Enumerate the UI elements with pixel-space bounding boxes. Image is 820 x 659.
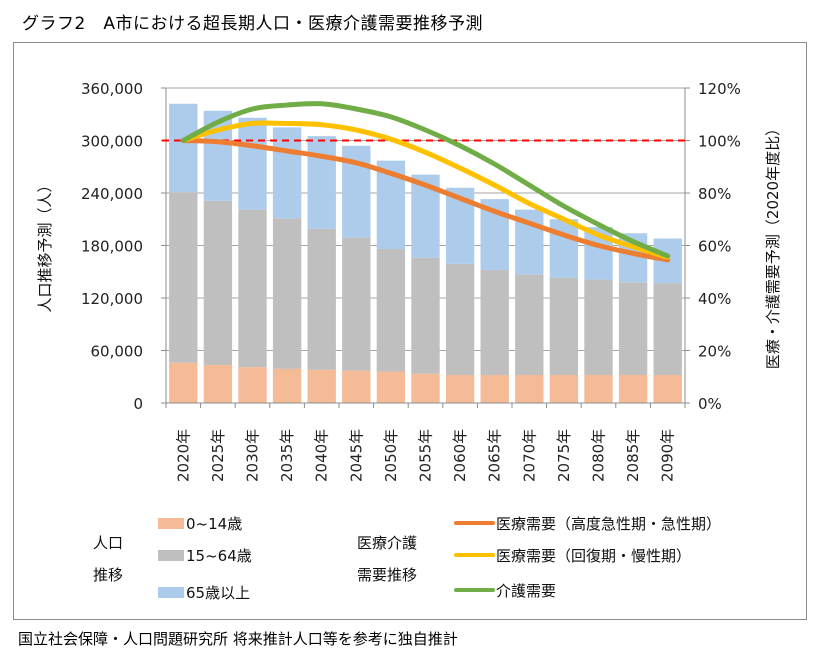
- legend-label: 医療需要（回復期・慢性期）: [496, 547, 691, 565]
- bar-segment: [584, 279, 613, 375]
- bar-segment: [307, 369, 336, 403]
- x-tick-label: 2070年: [520, 429, 538, 482]
- bar-segment: [272, 368, 302, 403]
- bar-segment: [411, 373, 440, 403]
- bar-segment: [653, 375, 682, 403]
- bar-segment: [653, 283, 682, 375]
- bar-segment: [169, 192, 198, 363]
- x-tick-label: 2050年: [382, 429, 400, 482]
- bar-segment: [515, 274, 544, 375]
- bar-segment: [272, 127, 302, 219]
- bar-segment: [376, 371, 406, 403]
- source-note: 国立社会保障・人口問題研究所 将来推計人口等を参考に独自推計: [18, 630, 458, 648]
- bar-segment: [238, 117, 267, 210]
- bar-segment: [376, 249, 406, 372]
- bar-segment: [549, 277, 579, 375]
- y-tick-label: 300,000: [81, 133, 143, 151]
- bar-segment: [238, 209, 267, 368]
- y-tick-label: 120,000: [81, 290, 143, 308]
- bar-segment: [549, 219, 579, 278]
- x-tick-label: 2090年: [659, 429, 677, 482]
- y-tick-label: 60,000: [91, 343, 144, 361]
- y2-axis-title: 医療・介護需要予測（2020年度比）: [764, 121, 782, 369]
- bar-layer: [169, 103, 682, 403]
- legend: 人口推移 0~14歳 15~64歳 65歳以上 医療介護需要推移 医療需要（高度急性期・急…: [93, 515, 721, 602]
- line-layer: [180, 101, 671, 263]
- y2-tick-label: 80%: [698, 185, 731, 203]
- legend-label: 65歳以上: [186, 584, 250, 602]
- bar-segment: [549, 375, 579, 403]
- chart-title: グラフ2 A市における超長期人口・医療介護需要推移予測: [22, 14, 483, 34]
- line-recovery-medical-demand: [180, 120, 671, 260]
- x-tick-label: 2055年: [417, 429, 435, 482]
- y-tick-label: 0: [133, 395, 143, 413]
- y2-tick-label: 100%: [698, 133, 741, 151]
- legend-swatch: [158, 518, 184, 529]
- x-tick-label: 2020年: [174, 429, 192, 482]
- legend-label: 介護需要: [496, 582, 556, 600]
- bar-segment: [515, 375, 544, 403]
- x-tick-label: 2075年: [555, 429, 573, 482]
- x-tick-label: 2035年: [278, 429, 296, 482]
- x-tick-label: 2080年: [590, 429, 608, 482]
- legend-label: 0~14歳: [186, 515, 242, 533]
- line-acute-medical-demand: [180, 138, 671, 263]
- legend-group-label-demand: 医療介護: [357, 534, 417, 552]
- y-tick-label: 360,000: [81, 80, 143, 98]
- y-tick-label: 180,000: [81, 238, 143, 256]
- bar-segment: [584, 375, 613, 403]
- line-care-demand: [180, 101, 671, 259]
- x-tick-label: 2085年: [624, 429, 642, 482]
- x-tick-label: 2040年: [313, 429, 331, 482]
- bar-segment: [480, 270, 509, 375]
- y2-tick-label: 120%: [698, 80, 741, 98]
- x-tick-label: 2060年: [451, 429, 469, 482]
- bar-segment: [618, 375, 648, 403]
- y2-tick-label: 20%: [698, 343, 731, 361]
- bar-segment: [342, 370, 371, 403]
- bar-segment: [445, 375, 475, 403]
- bar-segment: [445, 263, 475, 375]
- y-axis-title: 人口推移予測（人）: [36, 177, 54, 312]
- y2-tick-label: 40%: [698, 290, 731, 308]
- bar-segment: [411, 257, 440, 374]
- y2-tick-label: 60%: [698, 238, 731, 256]
- legend-swatch: [158, 587, 184, 598]
- bar-segment: [307, 228, 336, 370]
- x-tick-labels: 2020年 2025年 2030年 2035年 2040年 2045年 2050年 2055年…: [174, 429, 676, 482]
- bar-segment: [272, 218, 302, 369]
- x-tick-label: 2045年: [347, 429, 365, 482]
- bar-segment: [238, 367, 267, 403]
- bar-segment: [307, 136, 336, 229]
- y-tick-labels: 0 60,000 120,000 180,000 240,000 300,000 360,0…: [81, 80, 143, 413]
- bar-segment: [169, 103, 198, 193]
- y-tick-label: 240,000: [81, 185, 143, 203]
- legend-label: 15~64歳: [186, 547, 252, 565]
- legend-group-label-population: 人口: [93, 534, 123, 552]
- legend-group-label-population: 推移: [93, 566, 123, 584]
- x-tick-label: 2030年: [244, 429, 262, 482]
- bar-segment: [480, 375, 509, 403]
- y2-tick-labels: 0% 20% 40% 60% 80% 100% 120%: [698, 80, 741, 413]
- x-tick-label: 2065年: [486, 429, 504, 482]
- bar-segment: [618, 282, 648, 375]
- bar-segment: [342, 237, 371, 371]
- x-tick-label: 2025年: [209, 429, 227, 482]
- y2-tick-label: 0%: [698, 395, 722, 413]
- legend-swatch: [158, 550, 184, 561]
- bar-segment: [169, 362, 198, 403]
- legend-label: 医療需要（高度急性期・急性期）: [496, 515, 721, 533]
- bar-segment: [203, 364, 233, 403]
- legend-group-label-demand: 需要推移: [357, 566, 417, 584]
- bar-segment: [203, 200, 233, 365]
- chart-frame: [13, 42, 807, 620]
